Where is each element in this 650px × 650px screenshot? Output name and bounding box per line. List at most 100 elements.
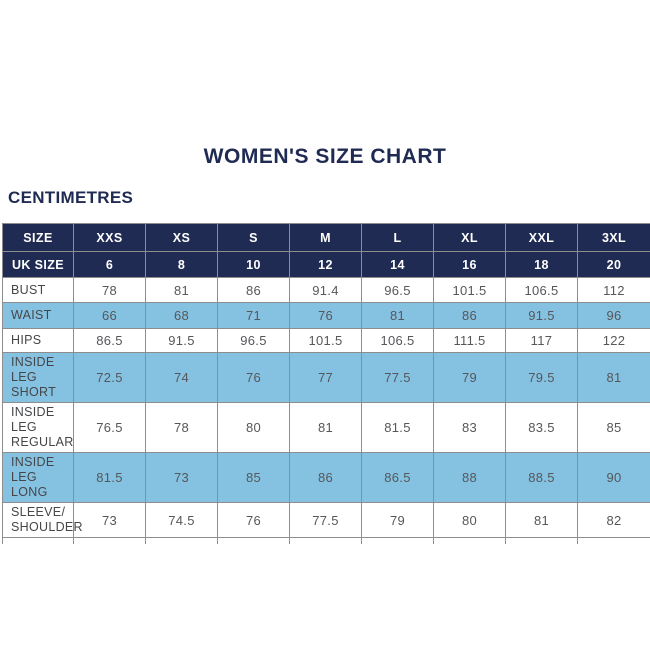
data-cell: 81 <box>361 302 434 329</box>
header-row-size: SIZE XXS XS S M L XL XXL 3XL <box>2 223 650 252</box>
row-label: INSIDE LEG SHORT <box>2 352 74 403</box>
data-cell: 96.5 <box>217 328 290 353</box>
data-cell: 91.5 <box>145 328 218 353</box>
data-cell: 91.4 <box>289 277 362 303</box>
col-header-cell: M <box>289 223 362 252</box>
data-cell: 82 <box>577 502 650 538</box>
data-cell: 81.5 <box>73 452 146 503</box>
col-header-cell: 12 <box>289 251 362 278</box>
stub-cell <box>505 537 578 544</box>
data-cell: 73 <box>145 452 218 503</box>
data-cell: 111.5 <box>433 328 506 353</box>
stub-cell <box>433 537 506 544</box>
data-cell: 85 <box>577 402 650 453</box>
table-row-inside-leg-long: INSIDE LEG LONG 81.5 73 85 86 86.5 88 88… <box>2 452 650 503</box>
col-header-cell: S <box>217 223 290 252</box>
col-header-cell: UK SIZE <box>2 251 74 278</box>
data-cell: 81 <box>145 277 218 303</box>
data-cell: 79 <box>361 502 434 538</box>
col-header-cell: 18 <box>505 251 578 278</box>
data-cell: 72.5 <box>73 352 146 403</box>
size-chart-table: SIZE XXS XS S M L XL XXL 3XL UK SIZE 6 8… <box>2 223 650 544</box>
data-cell: 122 <box>577 328 650 353</box>
stub-cell <box>145 537 218 544</box>
col-header-cell: L <box>361 223 434 252</box>
data-cell: 73 <box>73 502 146 538</box>
data-cell: 90 <box>577 452 650 503</box>
data-cell: 76 <box>217 502 290 538</box>
unit-label: CENTIMETRES <box>8 188 134 207</box>
data-cell: 76.5 <box>73 402 146 453</box>
col-header-cell: 3XL <box>577 223 650 252</box>
table-bottom-stub-row <box>2 537 650 544</box>
col-header-cell: 16 <box>433 251 506 278</box>
data-cell: 79.5 <box>505 352 578 403</box>
col-header-cell: SIZE <box>2 223 74 252</box>
data-cell: 96 <box>577 302 650 329</box>
col-header-cell: XS <box>145 223 218 252</box>
data-cell: 68 <box>145 302 218 329</box>
data-cell: 86 <box>289 452 362 503</box>
data-cell: 76 <box>217 352 290 403</box>
data-cell: 81.5 <box>361 402 434 453</box>
data-cell: 81 <box>289 402 362 453</box>
data-cell: 86 <box>433 302 506 329</box>
data-cell: 106.5 <box>505 277 578 303</box>
data-cell: 77.5 <box>361 352 434 403</box>
data-cell: 86.5 <box>361 452 434 503</box>
table-row-sleeve-shoulder: SLEEVE/ SHOULDER 73 74.5 76 77.5 79 80 8… <box>2 502 650 538</box>
data-cell: 76 <box>289 302 362 329</box>
col-header-cell: 14 <box>361 251 434 278</box>
header-row-uk-size: UK SIZE 6 8 10 12 14 16 18 20 <box>2 251 650 278</box>
row-label: HIPS <box>2 328 74 353</box>
table-row-inside-leg-regular: INSIDE LEG REGULAR 76.5 78 80 81 81.5 83… <box>2 402 650 453</box>
data-cell: 83.5 <box>505 402 578 453</box>
data-cell: 80 <box>433 502 506 538</box>
data-cell: 101.5 <box>433 277 506 303</box>
data-cell: 91.5 <box>505 302 578 329</box>
row-label: INSIDE LEG REGULAR <box>2 402 74 453</box>
data-cell: 81 <box>577 352 650 403</box>
data-cell: 112 <box>577 277 650 303</box>
data-cell: 117 <box>505 328 578 353</box>
data-cell: 101.5 <box>289 328 362 353</box>
row-label: BUST <box>2 277 74 303</box>
row-label: SLEEVE/ SHOULDER <box>2 502 83 538</box>
data-cell: 74 <box>145 352 218 403</box>
data-cell: 77 <box>289 352 362 403</box>
stub-cell <box>73 537 146 544</box>
page-title: WOMEN'S SIZE CHART <box>203 145 447 168</box>
stub-cell <box>2 537 74 544</box>
data-cell: 77.5 <box>289 502 362 538</box>
data-cell: 88.5 <box>505 452 578 503</box>
data-cell: 78 <box>73 277 146 303</box>
col-header-cell: 6 <box>73 251 146 278</box>
data-cell: 79 <box>433 352 506 403</box>
stub-cell <box>361 537 434 544</box>
col-header-cell: XL <box>433 223 506 252</box>
data-cell: 80 <box>217 402 290 453</box>
data-cell: 71 <box>217 302 290 329</box>
data-cell: 83 <box>433 402 506 453</box>
table-row-waist: WAIST 66 68 71 76 81 86 91.5 96 <box>2 302 650 329</box>
row-label: INSIDE LEG LONG <box>2 452 74 503</box>
data-cell: 66 <box>73 302 146 329</box>
col-header-cell: 20 <box>577 251 650 278</box>
data-cell: 96.5 <box>361 277 434 303</box>
data-cell: 86.5 <box>73 328 146 353</box>
data-cell: 81 <box>505 502 578 538</box>
stub-cell <box>577 537 650 544</box>
data-cell: 85 <box>217 452 290 503</box>
stub-cell <box>217 537 290 544</box>
col-header-cell: XXL <box>505 223 578 252</box>
data-cell: 88 <box>433 452 506 503</box>
row-label: WAIST <box>2 302 74 329</box>
stub-cell <box>289 537 362 544</box>
col-header-cell: 8 <box>145 251 218 278</box>
table-row-bust: BUST 78 81 86 91.4 96.5 101.5 106.5 112 <box>2 277 650 303</box>
data-cell: 86 <box>217 277 290 303</box>
col-header-cell: XXS <box>73 223 146 252</box>
table-row-hips: HIPS 86.5 91.5 96.5 101.5 106.5 111.5 11… <box>2 328 650 353</box>
data-cell: 78 <box>145 402 218 453</box>
